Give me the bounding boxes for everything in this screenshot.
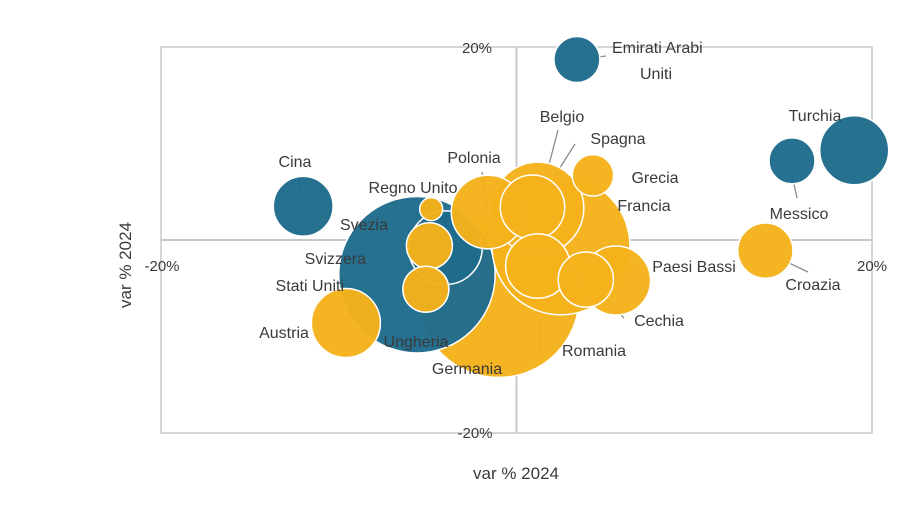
bubble-svezia [405, 222, 454, 270]
label-spagna: Spagna [590, 131, 645, 148]
label-romania: Romania [562, 343, 626, 360]
bubble-emirati-arabi-uniti [553, 35, 601, 84]
label-regno-unito: Regno Unito [369, 180, 458, 197]
label-croazia: Croazia [785, 277, 840, 294]
bubble-spagna [499, 174, 566, 241]
bubble-messico [768, 137, 816, 185]
label-cechia: Cechia [634, 313, 684, 330]
bubble-grecia [571, 153, 615, 197]
label-ungheria: Ungheria [384, 334, 449, 351]
label-grecia: Grecia [631, 170, 678, 187]
x-tick-20: 20% [857, 258, 887, 275]
point-labels: Emirati Arabi Uniti Turchia Messico Cina Sviz… [259, 40, 841, 378]
bubble-ungheria [402, 265, 450, 313]
label-austria: Austria [259, 325, 309, 342]
y-axis-title: var % 2024 [116, 222, 135, 308]
label-polonia: Polonia [447, 150, 500, 167]
bubble-austria [310, 287, 382, 359]
bubble-croazia [737, 222, 794, 279]
label-emirati-arabi-uniti: Emirati Arabi Uniti [612, 40, 703, 83]
bubble-cechia [557, 251, 615, 308]
label-paesi-bassi: Paesi Bassi [652, 259, 736, 276]
label-messico: Messico [770, 206, 829, 223]
x-axis-title: var % 2024 [473, 464, 559, 483]
bubbles [272, 35, 890, 379]
x-tick-20: -20% [144, 258, 179, 275]
bubble-cina [272, 175, 334, 237]
label-turchia: Turchia [789, 108, 842, 125]
label-svezia: Svezia [340, 217, 388, 234]
axis-ticks: -20% 20% 20% -20% [144, 40, 887, 442]
y-tick-20: -20% [457, 425, 492, 442]
label-cina: Cina [279, 154, 312, 171]
label-svizzera: Svizzera [305, 251, 366, 268]
label-stati-uniti: Stati Uniti [276, 278, 344, 295]
y-tick-20: 20% [462, 40, 492, 57]
bubble-regno-unito [418, 196, 444, 222]
label-francia: Francia [617, 198, 670, 215]
label-germania: Germania [432, 361, 502, 378]
label-belgio: Belgio [540, 109, 585, 126]
bubble-turchia [818, 115, 890, 186]
